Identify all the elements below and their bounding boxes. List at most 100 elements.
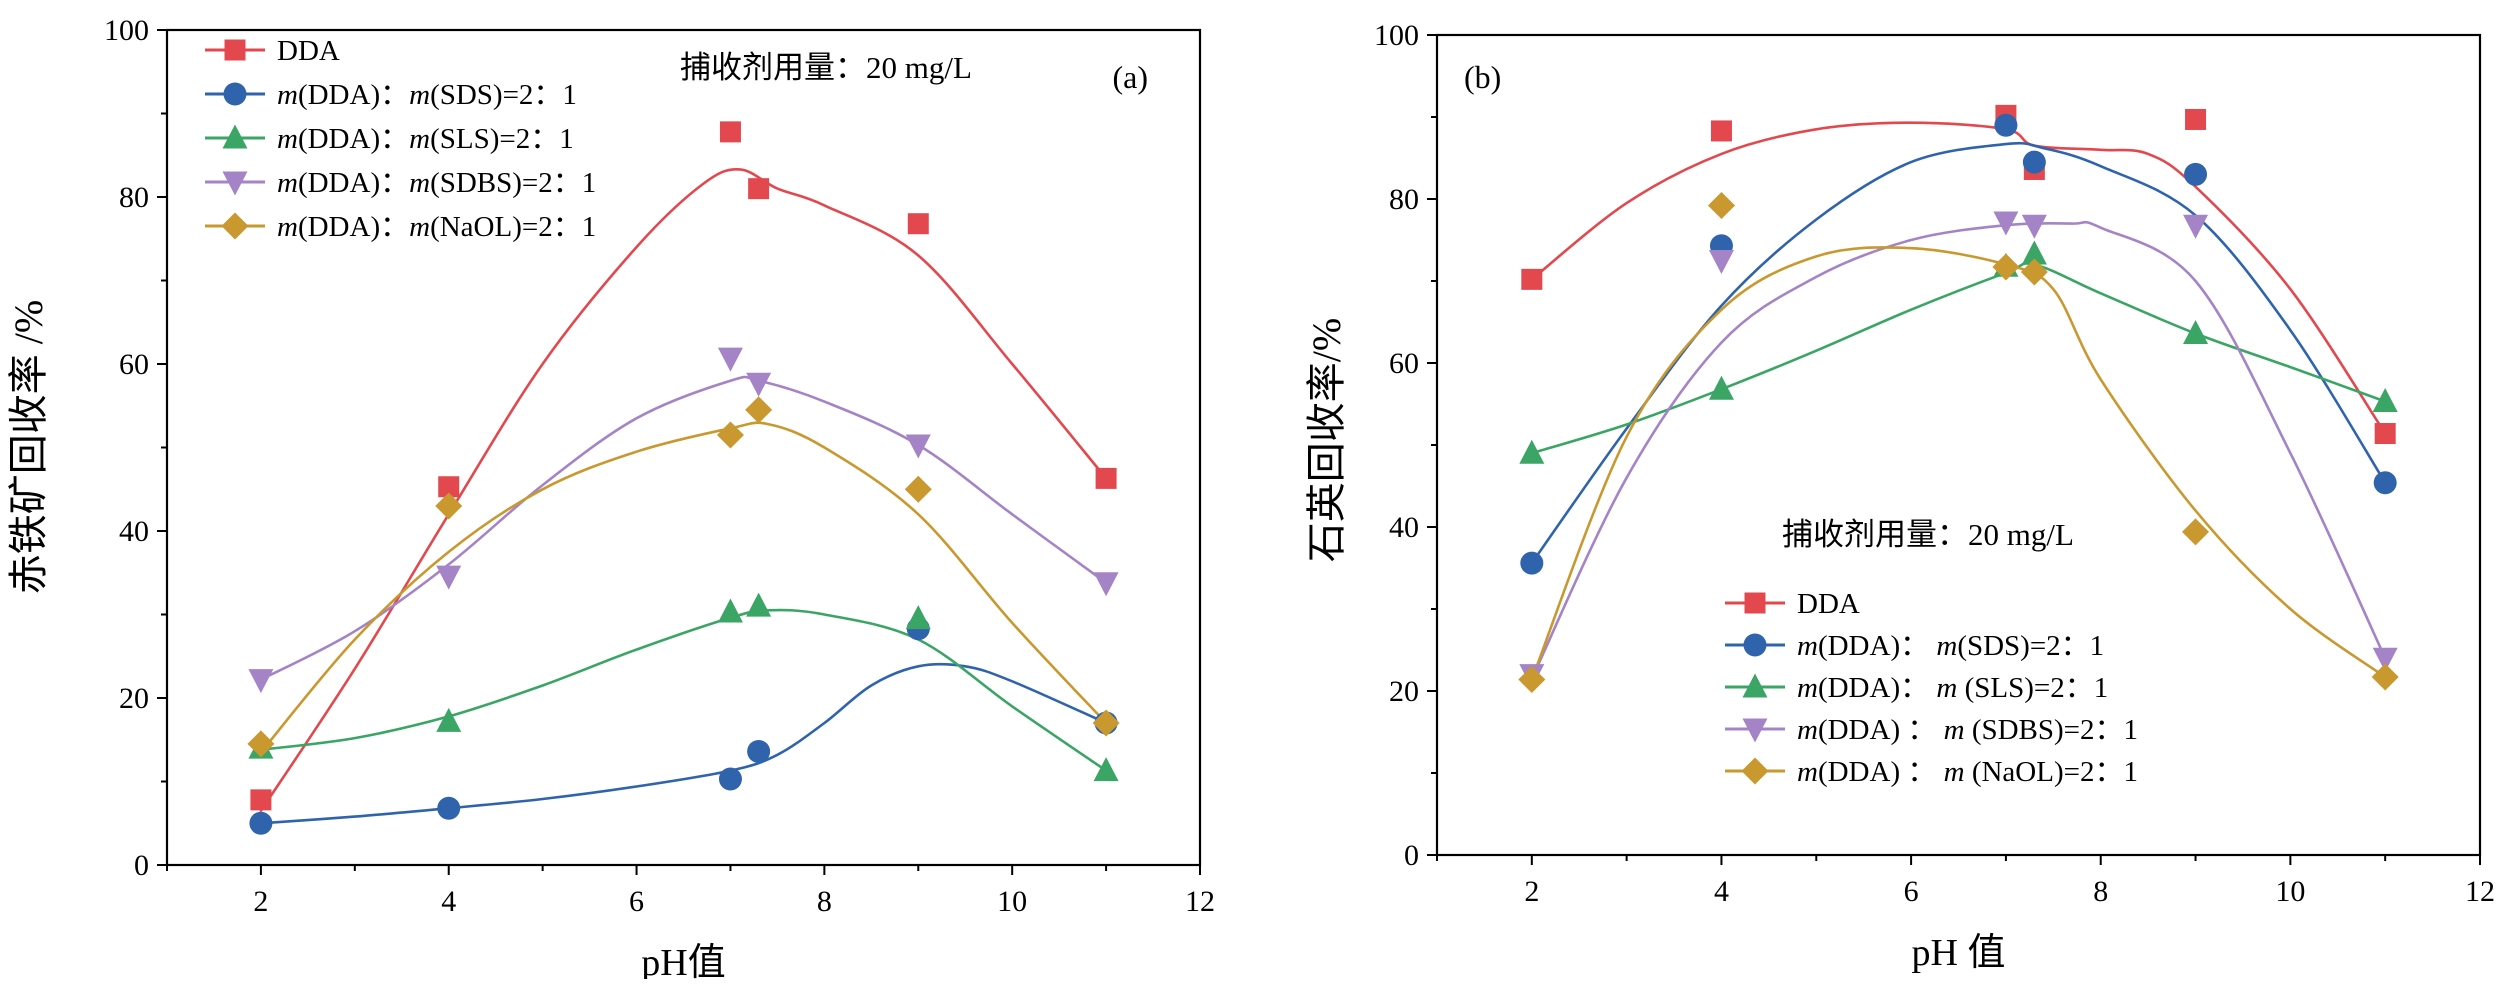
legend-marker-dda-b xyxy=(1744,592,1766,614)
x-tick-label-b: 12 xyxy=(2465,875,2495,908)
legend-label-dda-a: DDA xyxy=(277,35,340,67)
data-point-naol-a xyxy=(1092,709,1120,737)
data-point-sdbs-b xyxy=(2372,647,2398,672)
data-point-dda-a xyxy=(438,476,460,498)
data-point-sls-b xyxy=(2372,388,2398,413)
data-point-sls-b xyxy=(1708,375,1734,400)
panel-label-a: (a) xyxy=(1112,59,1148,95)
panel-b: 2 4 6 8 10 12 0 20 40 60 80 100 pH 值 石英回收率/% 捕收剂用量：20 … xyxy=(1304,19,2495,974)
x-tick-label-b: 6 xyxy=(1904,875,1919,908)
y-tick-label-b: 100 xyxy=(1374,19,1419,52)
data-point-sdbs-b xyxy=(2021,214,2047,239)
plot-frame-a xyxy=(165,28,1202,867)
legend-marker-naol-b xyxy=(1741,757,1769,785)
data-point-sdbs-a xyxy=(248,669,274,694)
data-point-naol-a xyxy=(904,475,932,503)
y-tick-label-a: 80 xyxy=(119,181,149,214)
x-tick-label-b: 4 xyxy=(1714,875,1729,908)
y-tick-label-b: 60 xyxy=(1389,347,1419,380)
data-point-naol-b xyxy=(2182,518,2210,546)
data-point-sds-a xyxy=(718,767,742,791)
x-tick-label-a: 10 xyxy=(997,885,1027,918)
x-tick-label-b: 8 xyxy=(2093,875,2108,908)
data-point-naol-a xyxy=(247,730,275,758)
data-point-sdbs-a xyxy=(905,434,931,459)
x-tick-label-a: 6 xyxy=(629,885,644,918)
y-tick-label-a: 60 xyxy=(119,348,149,381)
series-curve-sdbs-a xyxy=(259,375,1108,681)
data-point-naol-b xyxy=(1518,666,1546,694)
x-tick-label-b: 2 xyxy=(1524,875,1539,908)
data-point-sds-a xyxy=(747,739,771,763)
x-tick-label-b: 10 xyxy=(2275,875,2305,908)
x-tick-label-a: 8 xyxy=(817,885,832,918)
data-point-naol-b xyxy=(1992,253,2020,281)
legend-marker-sds-a xyxy=(223,82,247,106)
legend-label-dda-b: DDA xyxy=(1797,588,1860,620)
data-point-sls-b xyxy=(2021,240,2047,265)
data-point-sds-b xyxy=(1520,551,1544,575)
y-tick-label-a: 20 xyxy=(119,682,149,715)
y-axis-label-a: 赤铁矿回收率 /% xyxy=(6,300,51,594)
legend-marker-sls-a xyxy=(222,124,248,149)
legend-label-sds-a: m(DDA)：m(SDS)=2：1 xyxy=(277,79,577,111)
data-point-naol-a xyxy=(716,421,744,449)
data-point-sdbs-b xyxy=(1993,211,2019,236)
data-point-sds-b xyxy=(2184,162,2208,186)
panel-a: 2 4 6 8 10 12 0 20 40 60 80 100 pH值 赤铁矿回收率 /% 捕收剂用量：20… xyxy=(6,14,1215,984)
data-point-dda-b xyxy=(1710,120,1732,142)
legend-label-sdbs-a: m(DDA)：m(SDBS)=2：1 xyxy=(277,167,596,199)
data-point-sls-a xyxy=(746,592,772,617)
data-point-sls-a xyxy=(717,598,743,623)
y-tick-label-b: 80 xyxy=(1389,183,1419,216)
data-point-sds-a xyxy=(249,811,273,835)
data-point-sls-a xyxy=(436,707,462,732)
data-point-dda-b xyxy=(1521,268,1543,290)
panel-label-b: (b) xyxy=(1464,59,1501,95)
data-point-naol-b xyxy=(2371,663,2399,691)
data-point-naol-a xyxy=(745,396,773,424)
y-axis-label-b: 石英回收率/% xyxy=(1304,318,1349,562)
dosage-annotation-b: 捕收剂用量：20 mg/L xyxy=(1782,517,2074,552)
series-curve-sls-a xyxy=(259,608,1108,772)
series-curve-sds-b xyxy=(1530,141,2387,565)
dosage-annotation-a: 捕收剂用量：20 mg/L xyxy=(680,50,972,85)
series-curve-sds-a xyxy=(259,662,1108,825)
legend-marker-sdbs-b xyxy=(1742,718,1768,743)
data-point-sdbs-a xyxy=(1093,572,1119,597)
x-axis-label-a: pH值 xyxy=(641,942,725,979)
data-point-sls-b xyxy=(2183,319,2209,344)
data-point-sdbs-a xyxy=(717,347,743,372)
legend-marker-sls-b xyxy=(1742,673,1768,698)
x-tick-label-a: 12 xyxy=(1185,885,1215,918)
legend-marker-naol-a xyxy=(221,212,249,240)
series-curve-naol-a xyxy=(259,421,1108,754)
legend-label-sds-b: m(DDA)： m(SDS)=2：1 xyxy=(1797,630,2104,662)
data-point-naol-b xyxy=(2020,258,2048,286)
data-point-dda-a xyxy=(1095,467,1117,489)
y-tick-label-b: 20 xyxy=(1389,675,1419,708)
data-point-sdbs-a xyxy=(436,565,462,590)
data-point-dda-a xyxy=(907,213,929,235)
series-curve-naol-b xyxy=(1530,246,2387,681)
data-point-sds-b xyxy=(2022,150,2046,174)
legend-marker-dda-a xyxy=(224,39,246,61)
data-point-sdbs-a xyxy=(746,372,772,397)
legend-label-sls-a: m(DDA)：m(SLS)=2：1 xyxy=(277,123,574,155)
legend-marker-sdbs-a xyxy=(222,171,248,196)
series-curve-dda-b xyxy=(1530,121,2387,435)
data-point-sds-b xyxy=(1994,113,2018,137)
data-point-sds-b xyxy=(2373,471,2397,495)
data-point-sds-a xyxy=(437,796,461,820)
y-tick-label-b: 0 xyxy=(1404,839,1419,872)
x-tick-label-a: 2 xyxy=(253,885,268,918)
data-point-sdbs-b xyxy=(2183,214,2209,239)
data-point-naol-b xyxy=(1707,192,1735,220)
series-curve-dda-a xyxy=(259,168,1108,812)
legend-label-naol-b: m(DDA) ： m (NaOL)=2：1 xyxy=(1797,756,2138,788)
data-point-dda-a xyxy=(719,121,741,143)
data-point-sls-a xyxy=(1093,757,1119,782)
y-tick-label-b: 40 xyxy=(1389,511,1419,544)
